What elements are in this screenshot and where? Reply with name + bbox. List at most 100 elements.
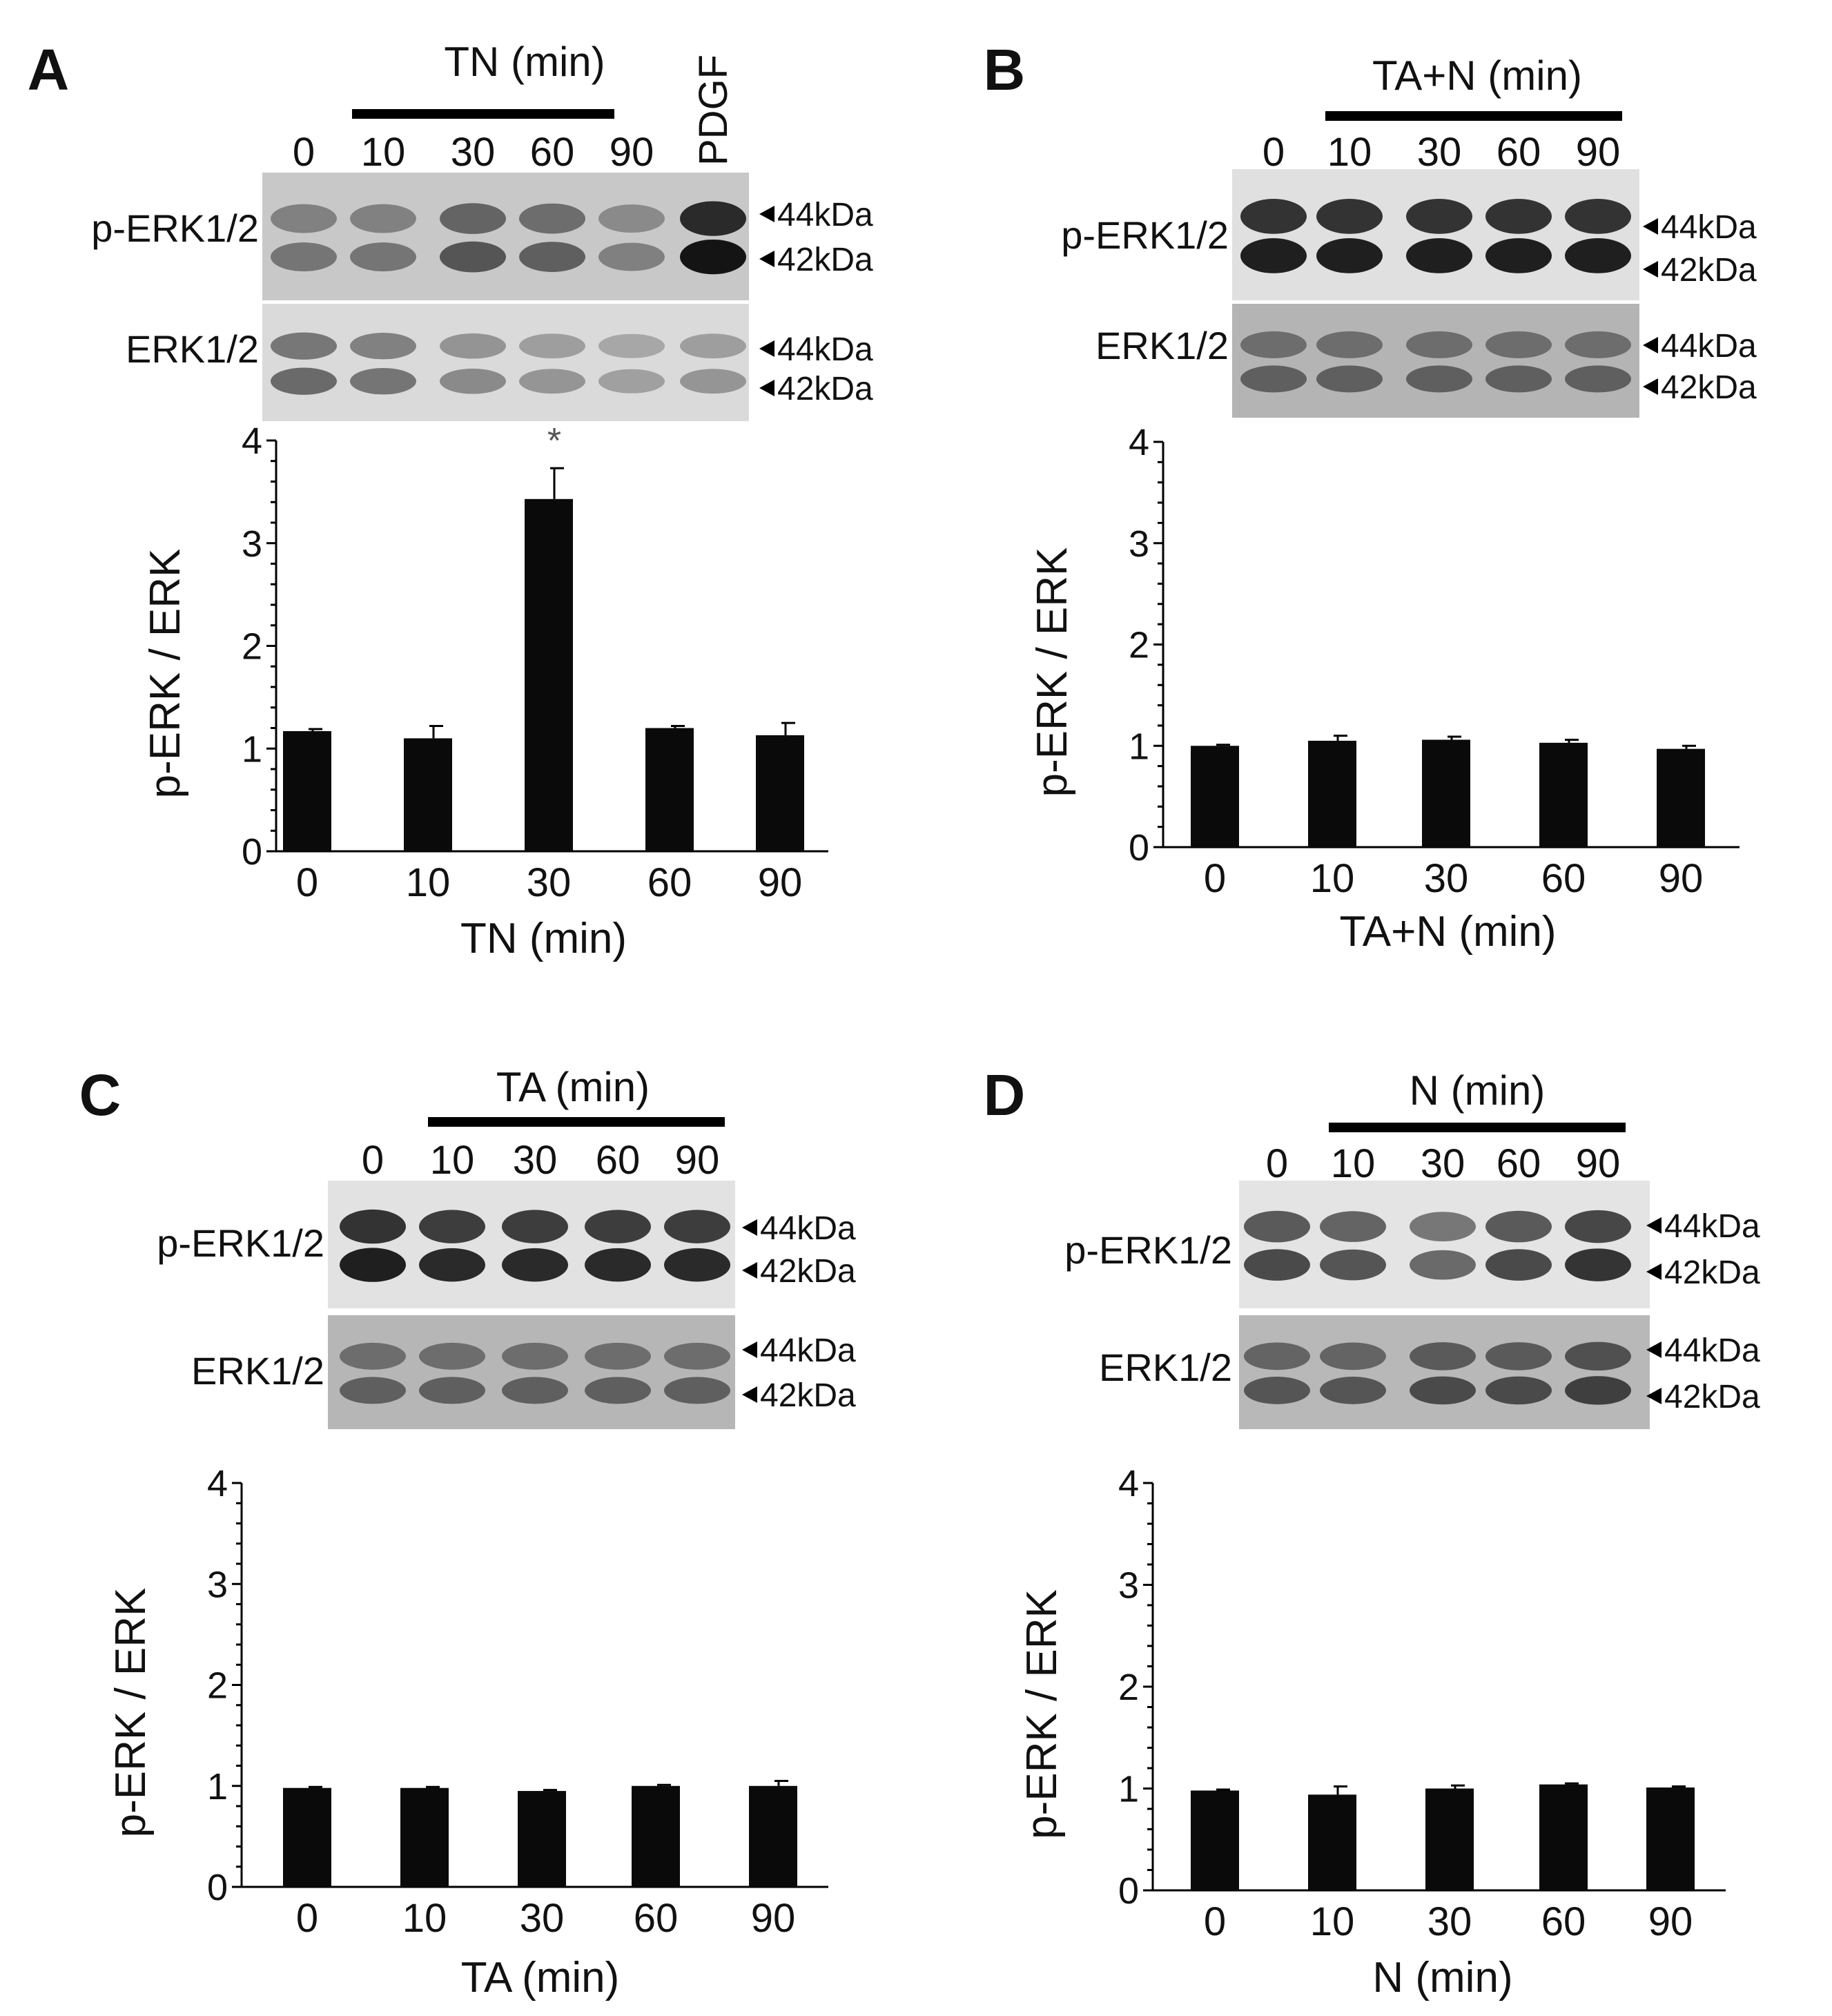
y-tick-label: 3	[1129, 523, 1149, 565]
bar	[1191, 746, 1239, 847]
erk-band	[271, 367, 337, 395]
p-erk-band	[1410, 1212, 1476, 1241]
erk-band	[1485, 365, 1552, 393]
kda-marker: 44kDa	[1661, 209, 1757, 246]
x-tick-label: 10	[1310, 1899, 1355, 1944]
erk-band	[1244, 1376, 1310, 1404]
x-tick-label: 60	[1541, 856, 1586, 901]
erk-band	[1406, 331, 1472, 358]
lane-label: 30	[1421, 1141, 1465, 1186]
erk-blot-background	[1232, 304, 1639, 418]
kda-arrow-icon	[1646, 1263, 1662, 1280]
p-erk-band	[340, 1209, 406, 1244]
y-axis-label: p-ERK / ERK	[1029, 547, 1076, 797]
p-erk-band	[440, 241, 506, 273]
erk-band	[1485, 1342, 1552, 1370]
p-erk-band	[1244, 1249, 1310, 1281]
y-tick-label: 0	[1118, 1870, 1139, 1912]
erk-band	[340, 1377, 406, 1404]
kda-marker: 44kDa	[1664, 1208, 1760, 1245]
y-tick-label: 2	[207, 1665, 228, 1707]
x-tick-label: 60	[647, 860, 692, 905]
p-erk-band	[1406, 238, 1472, 273]
x-tick-label: 0	[1204, 1899, 1226, 1944]
lane-label: 60	[596, 1138, 641, 1183]
y-axis-label: p-ERK / ERK	[107, 1588, 155, 1838]
erk-band	[1565, 1341, 1631, 1371]
erk-band	[519, 369, 585, 394]
bar	[283, 730, 331, 851]
erk-band	[350, 332, 416, 360]
p-erk-band	[502, 1248, 568, 1282]
erk-blot-background	[262, 304, 749, 421]
bar	[645, 728, 694, 851]
bar	[1539, 1784, 1588, 1890]
kda-arrow-icon	[759, 251, 774, 267]
lane-label-pdgf: PDGF	[691, 55, 736, 166]
y-tick-label: 3	[1118, 1565, 1139, 1607]
treatment-header: TA (min)	[496, 1064, 650, 1110]
p-erk-blot	[328, 1181, 735, 1308]
kda-arrow-icon	[742, 1386, 757, 1403]
p-erk-band	[585, 1210, 651, 1243]
x-tick-label: 0	[296, 1896, 318, 1941]
kda-marker: 42kDa	[777, 242, 873, 278]
p-erk-band	[502, 1210, 568, 1243]
p-erk-band	[1565, 199, 1631, 234]
kda-arrow-icon	[759, 340, 774, 357]
kda-arrow-icon	[1643, 378, 1658, 395]
bar-chart: 0 1 2 3 4 0 10 30 60 90 p-ERK / ERK TA+N (min)	[1029, 422, 1740, 956]
y-tick-label: 0	[1129, 827, 1149, 869]
erk-band	[271, 332, 337, 360]
lane-label: 90	[1576, 1141, 1621, 1186]
x-axis-label: N (min)	[1372, 1954, 1512, 2002]
kda-marker: 42kDa	[1661, 369, 1757, 406]
lane-label: 90	[610, 130, 654, 175]
y-tick-label: 1	[1129, 726, 1149, 767]
x-tick-label: 0	[1204, 856, 1226, 901]
erk-band	[664, 1377, 730, 1404]
erk-blot	[328, 1315, 735, 1429]
p-erk-band	[340, 1248, 406, 1282]
x-axis-label: TN (min)	[460, 915, 627, 962]
y-tick-label: 1	[1118, 1769, 1139, 1810]
p-erk-band	[271, 242, 337, 272]
p-erk-band	[350, 242, 416, 272]
p-erk-row-label: p-ERK1/2	[157, 1221, 324, 1265]
erk-band	[1320, 1342, 1386, 1370]
y-tick-label: 4	[1129, 422, 1149, 463]
kda-marker: 44kDa	[777, 331, 873, 368]
p-erk-band	[1240, 199, 1307, 234]
kda-marker: 42kDa	[760, 1253, 856, 1290]
x-axis-label: TA (min)	[461, 1954, 620, 2002]
bar	[1308, 740, 1356, 847]
bar	[1422, 739, 1470, 847]
kda-arrow-icon	[759, 206, 774, 222]
y-tick-label: 2	[1118, 1667, 1139, 1708]
x-tick-label: 30	[1424, 856, 1469, 901]
p-erk-band	[1244, 1210, 1310, 1243]
p-erk-blot-background	[262, 173, 749, 300]
y-tick-label: 4	[207, 1463, 228, 1504]
p-erk-band	[350, 204, 416, 233]
lane-label: 90	[675, 1138, 720, 1183]
lane-label: 30	[513, 1138, 558, 1183]
x-tick-label: 10	[1310, 856, 1355, 901]
treatment-header: TA+N (min)	[1372, 52, 1582, 99]
panel-letter: B	[984, 37, 1026, 102]
bar	[525, 498, 573, 851]
erk-band	[1240, 331, 1307, 358]
bar-chart: 0 1 2 3 4 0 10 30 60 90 p-ERK / ERK TA (min)	[107, 1463, 828, 2002]
p-erk-band	[419, 1210, 485, 1243]
kda-arrow-icon	[759, 380, 774, 396]
p-erk-blot	[1239, 1181, 1650, 1308]
x-tick-label: 90	[1648, 1899, 1693, 1944]
erk-row-label: ERK1/2	[126, 327, 259, 371]
erk-band	[519, 333, 585, 359]
p-erk-band	[585, 1248, 651, 1282]
lane-label: 30	[451, 130, 496, 175]
y-tick-label: 2	[242, 626, 262, 668]
y-tick-label: 4	[1118, 1463, 1139, 1504]
kda-arrow-icon	[1643, 261, 1658, 278]
erk-band	[1485, 331, 1552, 358]
